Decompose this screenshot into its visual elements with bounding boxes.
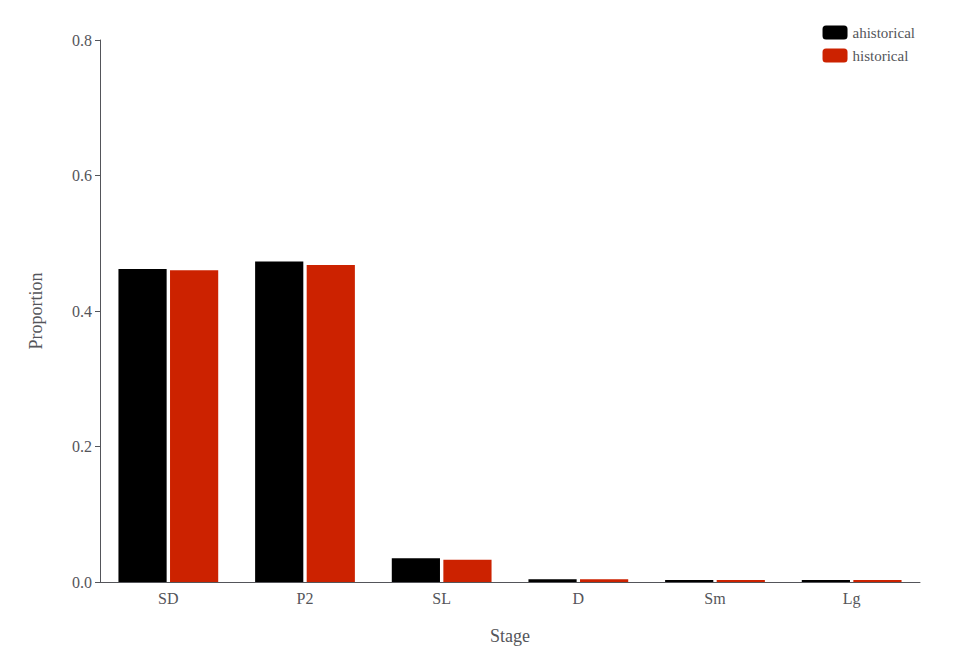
svg-text:historical: historical [853,48,909,64]
svg-text:0.2: 0.2 [72,438,92,455]
svg-text:P2: P2 [297,590,314,607]
svg-text:Proportion: Proportion [26,272,46,349]
svg-text:0.0: 0.0 [72,574,92,591]
svg-text:D: D [573,590,585,607]
svg-text:0.6: 0.6 [72,167,92,184]
svg-text:Stage: Stage [490,626,530,646]
svg-text:Lg: Lg [843,590,861,608]
svg-text:ahistorical: ahistorical [853,25,915,41]
svg-text:Sm: Sm [704,590,726,607]
svg-text:SD: SD [158,590,178,607]
svg-text:0.8: 0.8 [72,32,92,49]
svg-text:0.4: 0.4 [72,303,92,320]
svg-text:SL: SL [432,590,451,607]
